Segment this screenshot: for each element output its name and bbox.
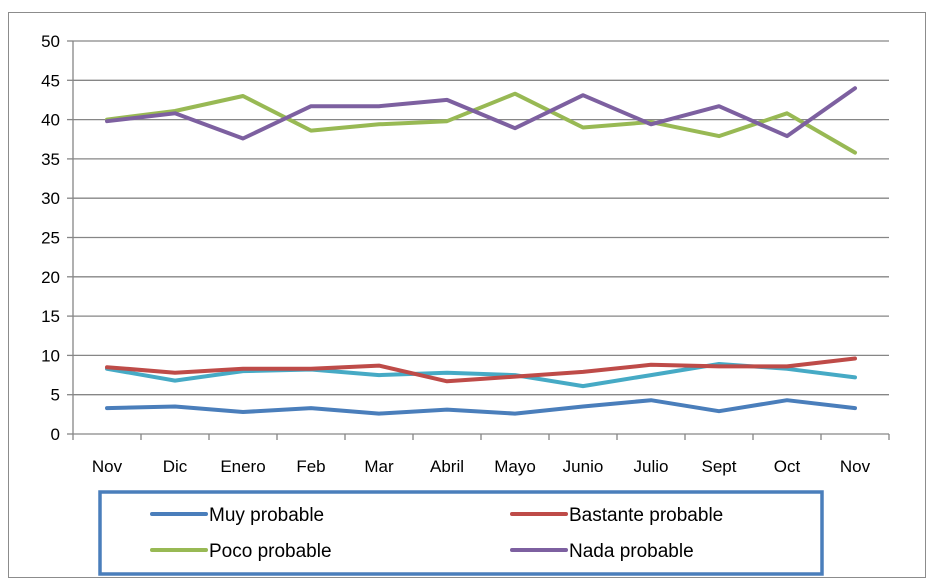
- y-tick-label: 50: [41, 32, 60, 51]
- y-tick-label: 10: [41, 346, 60, 365]
- x-tick-label: Feb: [296, 457, 325, 476]
- axes: [67, 40, 890, 440]
- y-tick-label: 40: [41, 111, 60, 130]
- series-line-poco-probable: [105, 91, 857, 155]
- x-tick-label: Abril: [430, 457, 464, 476]
- y-tick-label: 45: [41, 71, 60, 90]
- x-tick-labels: Nov Dic Enero Feb Mar Abril Mayo Junio Julio Sept…: [92, 457, 871, 476]
- series-line-bastante-probable: [105, 356, 857, 384]
- x-tick-label: Enero: [220, 457, 265, 476]
- y-tick-labels: 0 5 10 15 20 25 30 35 40 45 50: [41, 32, 60, 444]
- gridlines: [73, 40, 889, 396]
- y-tick-label: 30: [41, 189, 60, 208]
- y-tick-label: 5: [51, 386, 60, 405]
- x-tick-label: Dic: [163, 457, 188, 476]
- x-tick-label: Mar: [364, 457, 394, 476]
- y-tick-label: 0: [51, 425, 60, 444]
- legend-label: Nada probable: [569, 541, 694, 562]
- x-tick-label: Oct: [774, 457, 801, 476]
- legend-label: Bastante probable: [569, 505, 723, 526]
- x-tick-label: Nov: [840, 457, 871, 476]
- x-tick-label: Sept: [702, 457, 737, 476]
- series-line-muy-probable: [105, 398, 857, 416]
- legend-box: [98, 490, 824, 576]
- x-tick-label: Julio: [634, 457, 669, 476]
- y-tick-label: 25: [41, 229, 60, 248]
- legend: Muy probable Bastante probable Poco probab…: [98, 490, 824, 576]
- y-tick-label: 35: [41, 150, 60, 169]
- y-tick-label: 20: [41, 268, 60, 287]
- x-tick-label: Mayo: [494, 457, 536, 476]
- x-tick-label: Junio: [563, 457, 604, 476]
- series-lines: [105, 86, 857, 416]
- legend-label: Muy probable: [209, 505, 324, 526]
- x-tick-label: Nov: [92, 457, 123, 476]
- y-tick-label: 15: [41, 307, 60, 326]
- series-line-nada-probable: [105, 86, 857, 141]
- legend-label: Poco probable: [209, 541, 332, 562]
